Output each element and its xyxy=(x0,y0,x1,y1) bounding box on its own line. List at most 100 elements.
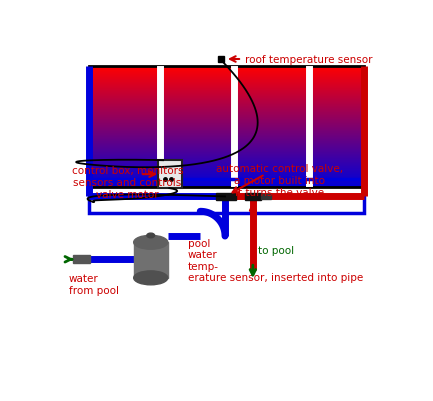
Bar xyxy=(89,186,364,187)
Bar xyxy=(89,70,364,71)
Bar xyxy=(89,85,364,86)
Bar xyxy=(89,117,364,118)
Bar xyxy=(89,76,364,77)
Bar xyxy=(89,163,364,164)
Bar xyxy=(89,110,364,111)
Bar xyxy=(89,75,364,76)
Bar xyxy=(89,80,364,81)
Bar xyxy=(89,135,364,136)
Bar xyxy=(89,162,364,163)
Bar xyxy=(89,151,364,152)
Bar xyxy=(89,87,364,88)
Bar xyxy=(89,159,364,160)
Bar xyxy=(89,68,364,69)
Bar xyxy=(89,172,364,173)
Bar xyxy=(89,112,364,113)
Bar xyxy=(89,113,364,114)
Bar xyxy=(89,120,364,121)
Bar xyxy=(89,89,364,90)
Bar xyxy=(89,118,364,119)
Bar xyxy=(89,133,364,134)
Ellipse shape xyxy=(134,236,168,249)
Bar xyxy=(89,82,364,83)
Bar xyxy=(89,150,364,151)
Bar xyxy=(89,136,364,137)
Bar xyxy=(89,115,364,116)
Bar xyxy=(89,156,364,157)
Bar xyxy=(89,72,364,73)
Bar xyxy=(89,102,364,103)
Bar xyxy=(89,142,364,143)
Bar xyxy=(89,170,364,171)
Bar xyxy=(89,173,364,174)
Bar xyxy=(89,164,364,165)
Bar xyxy=(89,67,364,187)
Bar xyxy=(89,131,364,132)
Bar xyxy=(89,175,364,176)
Bar xyxy=(134,243,168,278)
Bar xyxy=(89,100,364,101)
Bar xyxy=(216,193,236,200)
Bar xyxy=(89,94,364,95)
Bar xyxy=(89,179,364,180)
Bar xyxy=(89,145,364,146)
Bar xyxy=(89,180,364,181)
Text: control box, monitors
sensors and controls
valve motor: control box, monitors sensors and contro… xyxy=(72,166,183,199)
Bar xyxy=(89,130,364,131)
Bar xyxy=(89,111,364,112)
Bar xyxy=(89,88,364,89)
Bar xyxy=(89,181,364,182)
Bar xyxy=(89,134,364,135)
Bar xyxy=(89,174,364,175)
Text: to pool: to pool xyxy=(258,245,294,255)
Bar xyxy=(89,103,364,104)
Bar xyxy=(89,81,364,82)
Ellipse shape xyxy=(134,271,168,285)
Bar xyxy=(89,77,364,78)
Bar xyxy=(89,93,364,94)
Bar xyxy=(89,74,364,75)
Bar xyxy=(89,184,364,185)
Bar xyxy=(89,155,364,156)
Bar xyxy=(89,138,364,139)
Bar xyxy=(89,177,364,178)
Bar xyxy=(261,194,271,199)
Bar xyxy=(89,165,364,166)
Bar xyxy=(89,83,364,84)
Bar xyxy=(89,129,364,130)
Bar xyxy=(89,152,364,153)
Bar xyxy=(89,140,364,141)
Bar xyxy=(89,107,364,108)
Bar xyxy=(89,73,364,74)
Bar xyxy=(89,137,364,138)
Bar xyxy=(89,149,364,150)
Bar xyxy=(89,179,364,213)
Bar xyxy=(73,256,90,263)
Bar xyxy=(89,104,364,105)
Bar xyxy=(89,106,364,107)
Bar xyxy=(89,79,364,80)
Bar xyxy=(89,105,364,106)
Bar xyxy=(89,86,364,87)
Bar xyxy=(89,84,364,85)
Bar xyxy=(89,176,364,177)
Text: water
from pool: water from pool xyxy=(69,273,119,295)
Bar xyxy=(89,154,364,155)
Text: automatic control valve,
a motor built into
it turns the valve: automatic control valve, a motor built i… xyxy=(216,164,343,197)
Ellipse shape xyxy=(147,233,155,238)
Bar xyxy=(89,119,364,120)
Bar xyxy=(89,78,364,79)
Bar xyxy=(89,158,364,159)
Bar xyxy=(89,139,364,140)
Bar xyxy=(89,185,364,186)
Bar xyxy=(89,171,364,172)
Bar xyxy=(89,146,364,147)
Bar xyxy=(89,166,364,167)
Bar xyxy=(158,161,182,188)
Bar xyxy=(89,116,364,117)
Bar xyxy=(89,183,364,184)
Bar xyxy=(89,101,364,102)
Bar xyxy=(89,168,364,169)
Bar xyxy=(89,144,364,145)
Bar xyxy=(89,182,364,183)
